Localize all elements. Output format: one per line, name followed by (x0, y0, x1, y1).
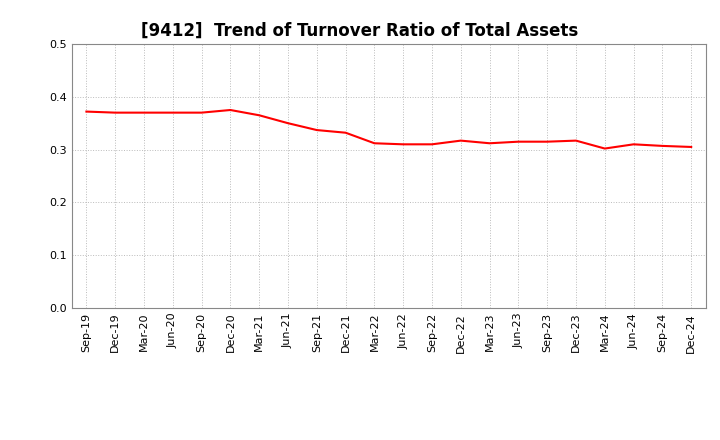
Text: [9412]  Trend of Turnover Ratio of Total Assets: [9412] Trend of Turnover Ratio of Total … (141, 22, 579, 40)
